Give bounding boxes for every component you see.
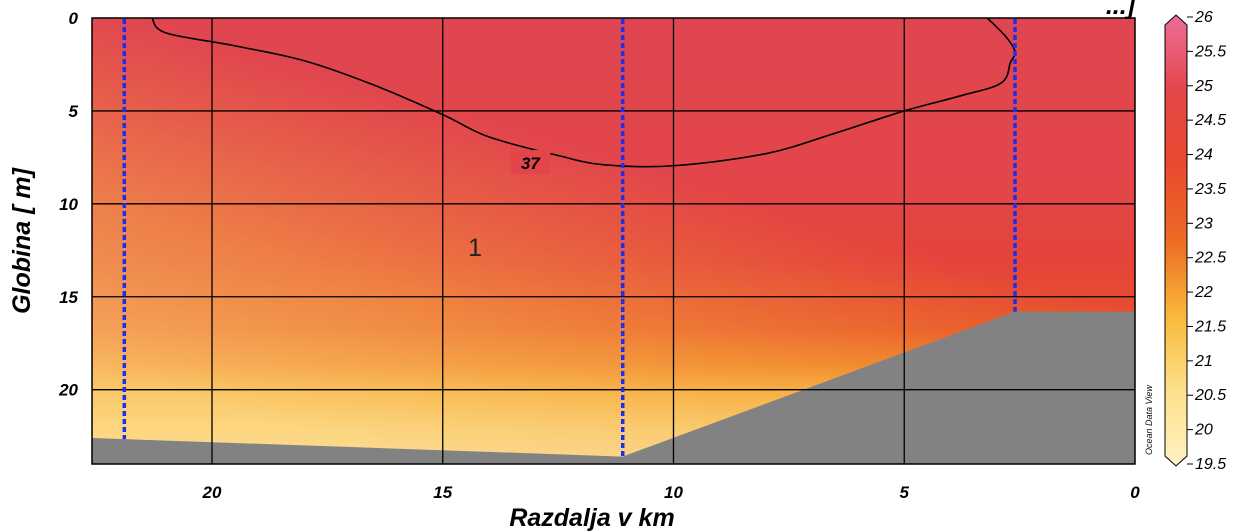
y-tick-label-0: 0: [69, 9, 79, 28]
plot-area: [92, 18, 1135, 464]
grid-lines: [92, 18, 1135, 464]
colorbar-tick-label-5: 23.5: [1194, 181, 1226, 198]
ocean-data-view-credit: Ocean Data View: [1144, 385, 1154, 455]
colorbar-tick-label-7: 22.5: [1194, 250, 1226, 267]
x-tick-label-3: 5: [900, 483, 910, 502]
colorbar-tick-label-0: 26: [1194, 9, 1213, 26]
colorbar-tick-label-8: 22: [1194, 284, 1213, 301]
y-tick-label-2: 10: [59, 195, 78, 214]
x-tick-label-0: 20: [202, 483, 222, 502]
colorbar-tick-label-13: 19.5: [1195, 456, 1226, 473]
x-tick-label-4: 0: [1130, 483, 1140, 502]
colorbar-tick-label-11: 20.5: [1194, 387, 1226, 404]
colorbar: 26 25.5 25 24.5 24 23.5 23 22.5 22 21.5 21 20.5 20 19…: [1164, 9, 1226, 473]
colorbar-tick-label-6: 23: [1194, 215, 1213, 232]
station-profiles: [122, 19, 1017, 457]
x-tick-label-2: 10: [664, 483, 683, 502]
x-tick-labels: 20 15 10 5 0: [202, 483, 1141, 502]
y-tick-label-3: 15: [59, 288, 78, 307]
colorbar-tick-label-12: 20: [1194, 422, 1213, 439]
colorbar-tick-label-9: 21.5: [1194, 318, 1226, 335]
colorbar-tick-label-4: 24: [1194, 147, 1213, 164]
colorbar-tick-label-2: 25: [1194, 78, 1213, 95]
y-tick-labels: 0 5 10 15 20: [58, 9, 78, 400]
plot-frame: [91, 17, 1136, 465]
contour-line: [151, 18, 1016, 168]
y-tick-label-4: 20: [58, 381, 78, 400]
y-axis-label: Globina [ m]: [8, 166, 36, 314]
ocean-floor: [92, 311, 1135, 464]
colorbar-tick-label-3: 24.5: [1194, 112, 1226, 129]
y-tick-label-1: 5: [69, 102, 79, 121]
colorbar-tick-label-10: 21: [1194, 353, 1213, 370]
chart-title-partial: ...]: [1106, 0, 1137, 20]
x-axis-label: Razdalja v km: [509, 504, 674, 531]
contour-label: 37: [521, 154, 541, 173]
colorbar-ticks: 26 25.5 25 24.5 24 23.5 23 22.5 22 21.5 21 20.5 20 19…: [1187, 9, 1226, 473]
colorbar-tick-label-1: 25.5: [1194, 43, 1226, 60]
contour-label-background: [510, 149, 551, 174]
x-tick-label-1: 15: [433, 483, 452, 502]
annotation-label: 1: [468, 234, 482, 262]
colorbar-bar: [1164, 14, 1188, 467]
